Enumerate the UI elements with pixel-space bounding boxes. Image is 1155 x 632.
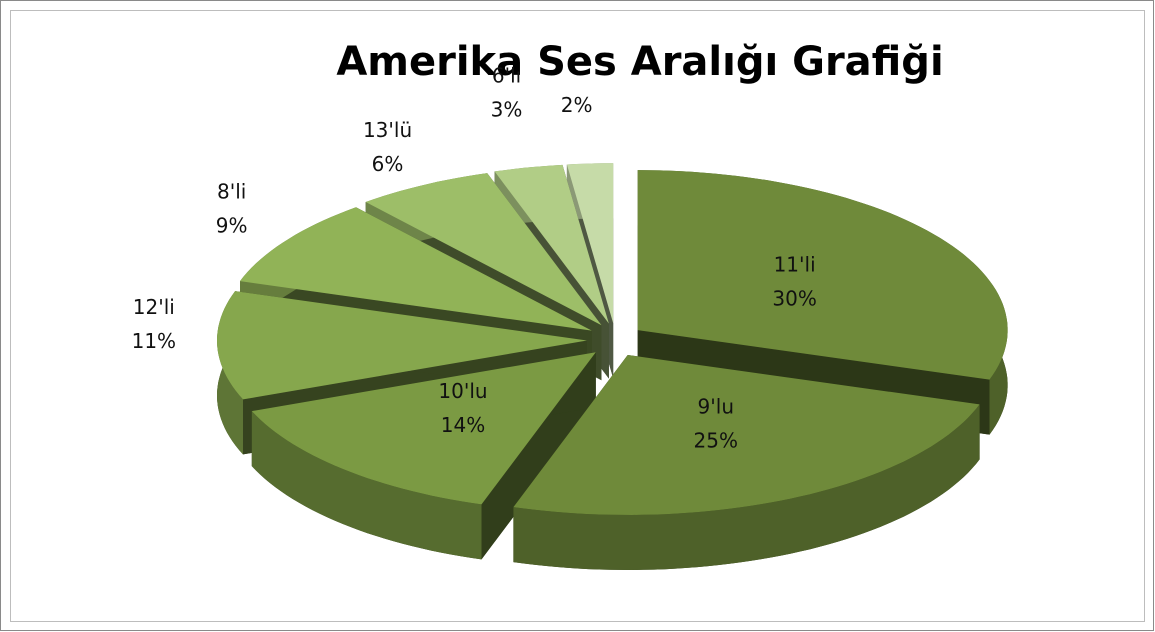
data-label: 9'lu 25% [694, 395, 738, 453]
label-value: 25% [694, 429, 738, 453]
label-category: 10'lu [438, 379, 487, 403]
slice-top [566, 163, 614, 324]
label-value: 14% [441, 413, 485, 437]
label-value: 9% [216, 213, 248, 237]
slice-top [240, 207, 592, 331]
label-category: 13'lü [363, 118, 412, 142]
label-value: 30% [772, 287, 816, 311]
slice-top [494, 164, 609, 324]
slice-wall [251, 411, 482, 560]
label-value: 2% [561, 93, 593, 117]
slice-wall [513, 404, 980, 570]
slice-top [513, 355, 980, 515]
slice-top [637, 170, 1008, 380]
slice-top [251, 352, 596, 505]
data-label: 12'li 11% [132, 295, 176, 353]
data-label: 2% [561, 93, 593, 117]
label-category: 12'li [133, 295, 175, 319]
slice-top [365, 173, 602, 326]
label-category: 9'lu [698, 395, 734, 419]
label-value: 11% [132, 329, 176, 353]
data-label: 11'li 30% [772, 253, 816, 311]
slice [513, 355, 980, 570]
slice-top [217, 291, 587, 400]
slice [251, 352, 596, 560]
label-category: 8'li [217, 179, 246, 203]
label-value: 6% [372, 152, 404, 176]
data-label: 10'lu 14% [438, 379, 487, 437]
data-label: 13'lü 6% [363, 118, 412, 176]
data-label: 6'lı 3% [491, 64, 523, 122]
label-value: 3% [491, 98, 523, 122]
label-category: 11'li [774, 253, 816, 277]
chart-title: Amerika Ses Aralığı Grafiği [336, 39, 943, 85]
data-label: 8'li 9% [216, 179, 248, 237]
label-category: 6'lı [492, 64, 521, 88]
